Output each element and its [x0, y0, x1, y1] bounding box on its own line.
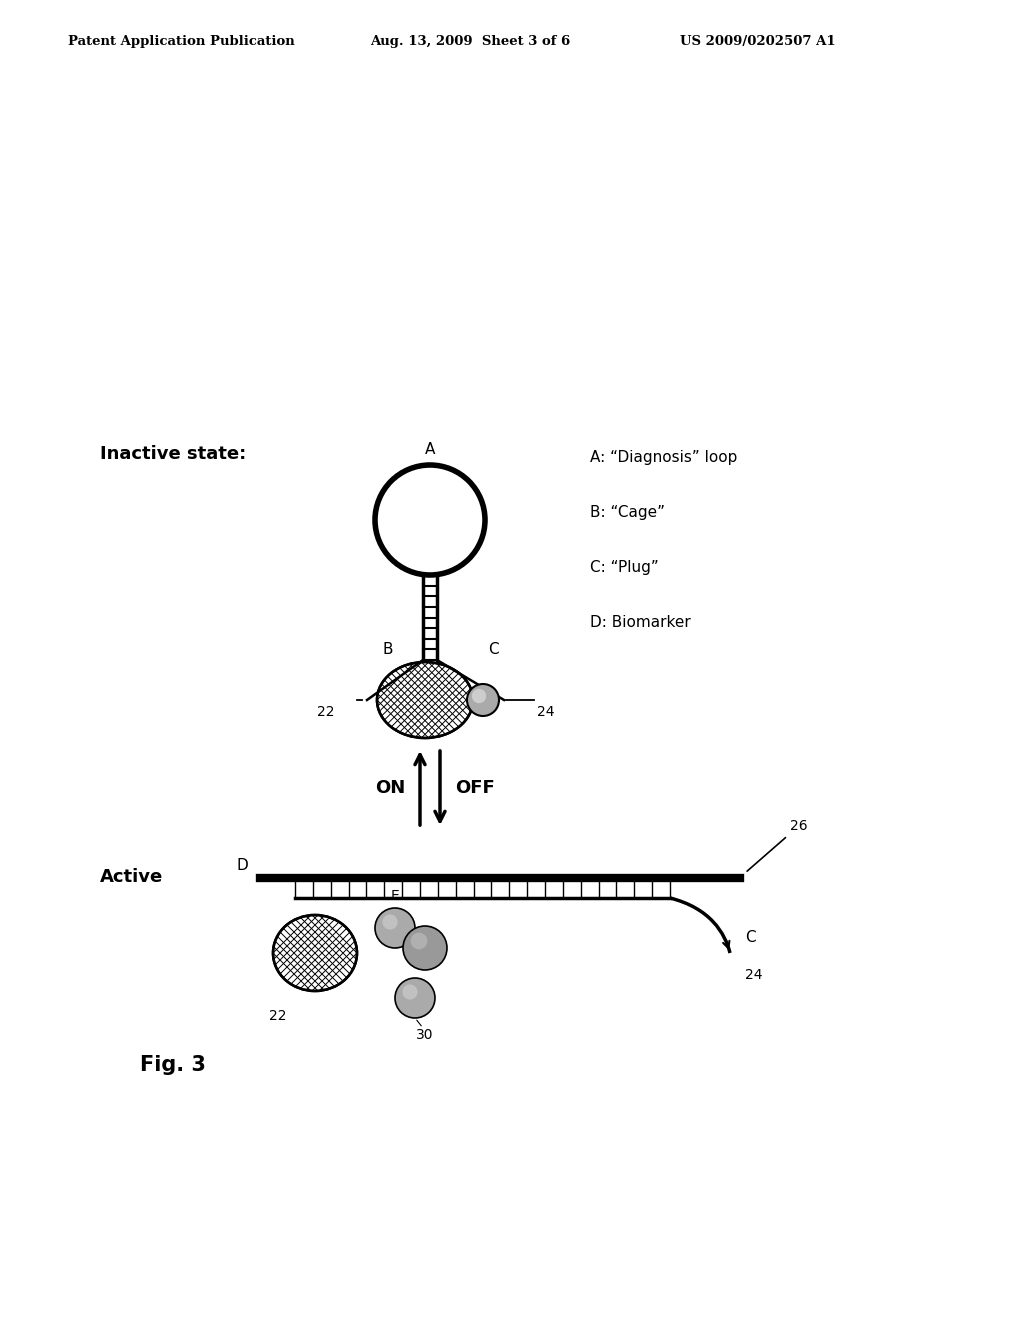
Text: Inactive state:: Inactive state:	[100, 445, 246, 463]
Text: D: Biomarker: D: Biomarker	[590, 615, 691, 630]
Text: 22: 22	[269, 1008, 287, 1023]
Text: B: “Cage”: B: “Cage”	[590, 506, 665, 520]
Circle shape	[403, 927, 447, 970]
Circle shape	[411, 933, 427, 949]
Text: US 2009/0202507 A1: US 2009/0202507 A1	[680, 36, 836, 48]
Text: C: C	[488, 642, 499, 657]
Text: C: C	[745, 931, 756, 945]
Text: Fig. 3: Fig. 3	[140, 1055, 206, 1074]
Circle shape	[467, 684, 499, 715]
Text: Active: Active	[100, 869, 163, 886]
Circle shape	[472, 689, 486, 704]
Text: C: “Plug”: C: “Plug”	[590, 560, 658, 576]
Text: ON: ON	[375, 779, 406, 797]
Circle shape	[375, 908, 415, 948]
Text: Patent Application Publication: Patent Application Publication	[68, 36, 295, 48]
Circle shape	[395, 978, 435, 1018]
Ellipse shape	[377, 663, 473, 738]
Ellipse shape	[273, 915, 357, 991]
Text: Aug. 13, 2009  Sheet 3 of 6: Aug. 13, 2009 Sheet 3 of 6	[370, 36, 570, 48]
Text: 24: 24	[745, 968, 763, 982]
Text: 30: 30	[416, 1028, 434, 1041]
Text: D: D	[237, 858, 248, 873]
Text: OFF: OFF	[455, 779, 495, 797]
Text: A: “Diagnosis” loop: A: “Diagnosis” loop	[590, 450, 737, 465]
Circle shape	[402, 985, 418, 999]
Text: 24: 24	[537, 705, 555, 719]
Text: 22: 22	[317, 705, 335, 719]
Text: E: E	[390, 888, 399, 903]
Text: B: B	[382, 642, 392, 657]
Text: A: A	[425, 442, 435, 457]
Circle shape	[382, 915, 397, 929]
Text: 26: 26	[748, 818, 808, 871]
